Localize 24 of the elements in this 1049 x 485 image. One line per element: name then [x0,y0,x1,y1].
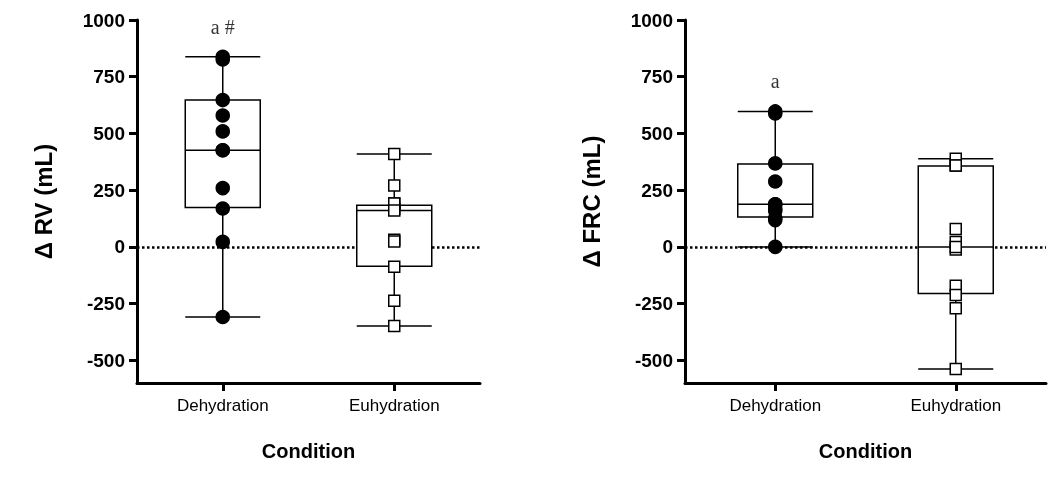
y-tick-label: 250 [93,179,125,201]
y-tick-label: 500 [641,122,673,144]
x-axis-title: Condition [261,440,356,462]
x-tick-label: Dehydration [729,396,822,415]
x-tick-label: Dehydration [176,396,269,415]
y-tick-label: 0 [662,236,673,258]
y-tick-label: -250 [634,293,673,315]
y-tick-label: 250 [641,179,673,201]
x-tick-label: Euhydration [348,396,440,415]
annotation: a [770,70,780,93]
annotation: a # [210,15,235,38]
x-axis-title: Condition [818,440,913,462]
y-tick-label: 500 [93,122,125,144]
y-tick-label: 1000 [82,9,125,31]
y-tick-label: 1000 [630,9,673,31]
y-tick-label: -250 [86,293,125,315]
y-tick-label: 750 [641,66,673,88]
y-tick-label: -500 [634,349,673,371]
y-axis-title: Δ RV (mL) [29,143,57,260]
y-axis-title: Δ FRC (mL) [577,135,605,268]
y-tick-label: 750 [93,66,125,88]
y-tick-label: 0 [114,236,125,258]
y-tick-label: -500 [86,349,125,371]
x-tick-label: Euhydration [910,396,1002,415]
